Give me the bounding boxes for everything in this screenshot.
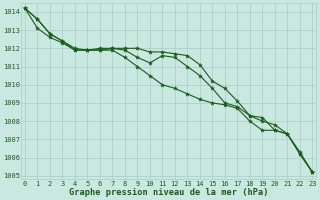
X-axis label: Graphe pression niveau de la mer (hPa): Graphe pression niveau de la mer (hPa) — [69, 188, 268, 197]
